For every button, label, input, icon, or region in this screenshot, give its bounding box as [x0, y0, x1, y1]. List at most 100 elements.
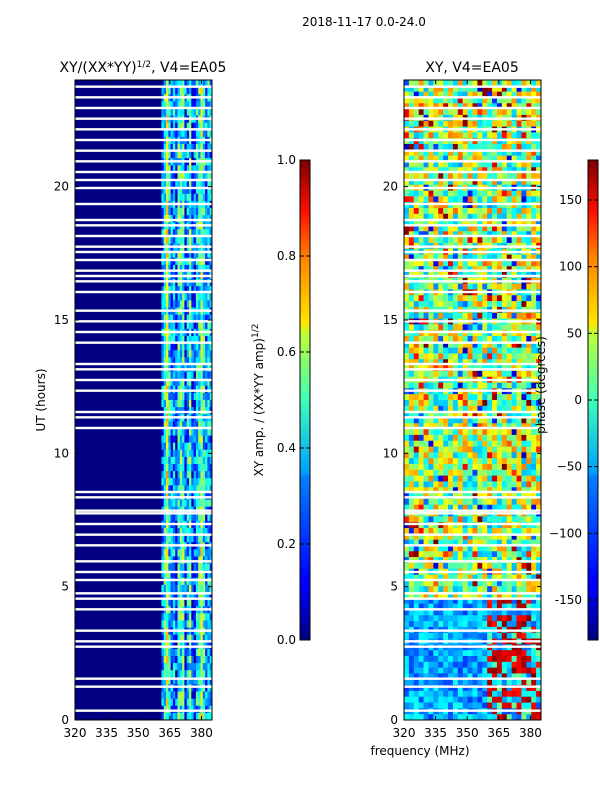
phase-heatmap-cell — [443, 533, 449, 541]
amp-heatmap-cell — [186, 300, 190, 309]
phase-heatmap-cell — [516, 382, 522, 389]
phase-heatmap-cell — [477, 475, 483, 482]
amp-heatmap-cell — [195, 577, 199, 586]
phase-heatmap-cell — [408, 208, 415, 215]
phase-heatmap-cell — [487, 597, 493, 605]
phase-heatmap-cell — [516, 434, 522, 442]
amp-heatmap-cell — [186, 264, 190, 273]
amp-heatmap-cell — [177, 584, 181, 593]
phase-heatmap-cell — [404, 673, 410, 680]
phase-heatmap-cell — [404, 551, 410, 558]
amp-heatmap-cell — [166, 229, 169, 237]
phase-heatmap-cell — [418, 312, 425, 320]
phase-heatmap-cell — [536, 382, 542, 389]
phase-heatmap-cell — [487, 551, 493, 558]
phase-heatmap-cell — [423, 592, 429, 599]
phase-heatmap-cell — [443, 283, 449, 290]
amp-heatmap-cell — [163, 144, 167, 152]
phase-heatmap-cell — [496, 266, 503, 273]
amp-heatmap-cell — [161, 663, 165, 671]
phase-heatmap-cell — [531, 609, 537, 616]
phase-heatmap-cell — [472, 615, 478, 622]
phase-heatmap-cell — [482, 562, 488, 570]
phase-heatmap-cell — [506, 615, 513, 622]
phase-heatmap-cell — [428, 237, 434, 244]
amp-heatmap-cell — [161, 336, 165, 344]
phase-heatmap-cell — [492, 173, 498, 180]
phase-heatmap-cell — [487, 609, 493, 616]
phase-heatmap-cell — [526, 481, 532, 488]
phase-heatmap-cell — [516, 464, 522, 471]
phase-heatmap-cell — [482, 609, 488, 616]
phase-heatmap-cell — [462, 522, 469, 529]
phase-heatmap-cell — [443, 260, 449, 267]
amp-heatmap-cell — [172, 257, 176, 266]
phase-heatmap-cell — [482, 603, 488, 610]
phase-heatmap-cell — [531, 341, 537, 349]
phase-heatmap-cell — [438, 516, 444, 523]
phase-heatmap-cell — [418, 603, 425, 610]
phase-heatmap-cell — [521, 522, 527, 529]
amp-heatmap-cell — [177, 165, 181, 173]
phase-heatmap-cell — [526, 394, 532, 401]
amp-heatmap-cell — [184, 592, 188, 600]
phase-heatmap-cell — [477, 522, 483, 529]
amp-heatmap-cell — [177, 634, 181, 643]
phase-heatmap-cell — [511, 516, 518, 523]
phase-heatmap-cell — [423, 138, 429, 145]
amp-heatmap-cell — [175, 499, 179, 508]
phase-heatmap-cell — [462, 551, 469, 558]
amp-heatmap-cell — [186, 336, 190, 344]
amp-data-gap — [75, 378, 212, 382]
phase-heatmap-cell — [472, 673, 478, 680]
phase-heatmap-cell — [408, 173, 415, 180]
phase-heatmap-cell — [487, 394, 493, 401]
phase-heatmap-cell — [404, 592, 410, 599]
amp-heatmap-cell — [207, 193, 211, 202]
phase-heatmap-cell — [472, 609, 478, 616]
phase-heatmap-cell — [423, 481, 429, 488]
amp-heatmap-cell — [161, 648, 165, 657]
phase-heatmap-cell — [501, 173, 508, 180]
amp-heatmap-cell — [209, 478, 213, 486]
phase-heatmap-cell — [413, 324, 420, 331]
phase-heatmap-cell — [501, 411, 508, 418]
phase-heatmap-cell — [448, 545, 454, 552]
amp-heatmap-cell — [202, 357, 206, 365]
phase-heatmap-cell — [536, 632, 542, 640]
amp-heatmap-cell — [177, 478, 181, 486]
phase-heatmap-cell — [443, 586, 449, 593]
phase-heatmap-cell — [487, 481, 493, 488]
phase-heatmap-cell — [448, 551, 454, 558]
phase-heatmap-cell — [428, 522, 434, 529]
phase-heatmap-cell — [408, 103, 415, 110]
phase-heatmap-cell — [418, 231, 425, 238]
amp-heatmap-cell — [189, 584, 192, 593]
amp-heatmap-cell — [168, 464, 172, 472]
amp-y-tick-label: 15 — [54, 313, 69, 327]
phase-heatmap-cell — [496, 190, 503, 197]
amp-heatmap-cell — [172, 165, 176, 173]
amp-heatmap-cell — [200, 691, 204, 700]
phase-heatmap-cell — [501, 144, 508, 151]
phase-heatmap-cell — [443, 196, 449, 203]
amp-heatmap-cell — [170, 87, 174, 95]
phase-heatmap-cell — [531, 312, 537, 320]
phase-heatmap-cell — [413, 661, 420, 669]
phase-heatmap-cell — [404, 196, 410, 203]
phase-heatmap-cell — [531, 295, 537, 302]
phase-heatmap-cell — [496, 138, 503, 145]
phase-heatmap-cell — [487, 498, 493, 506]
amp-heatmap-cell — [207, 87, 211, 95]
amp-heatmap-cell — [184, 87, 188, 95]
phase-heatmap-cell — [531, 103, 537, 110]
amp-heatmap-cell — [168, 428, 172, 437]
amp-heatmap-cell — [207, 300, 211, 309]
amp-heatmap-cell — [175, 314, 179, 323]
phase-heatmap-cell — [526, 202, 532, 209]
phase-heatmap-cell — [472, 632, 478, 640]
phase-heatmap-cell — [457, 574, 464, 581]
phase-heatmap-cell — [526, 196, 532, 203]
phase-heatmap-cell — [526, 440, 532, 448]
phase-heatmap-cell — [433, 469, 439, 477]
